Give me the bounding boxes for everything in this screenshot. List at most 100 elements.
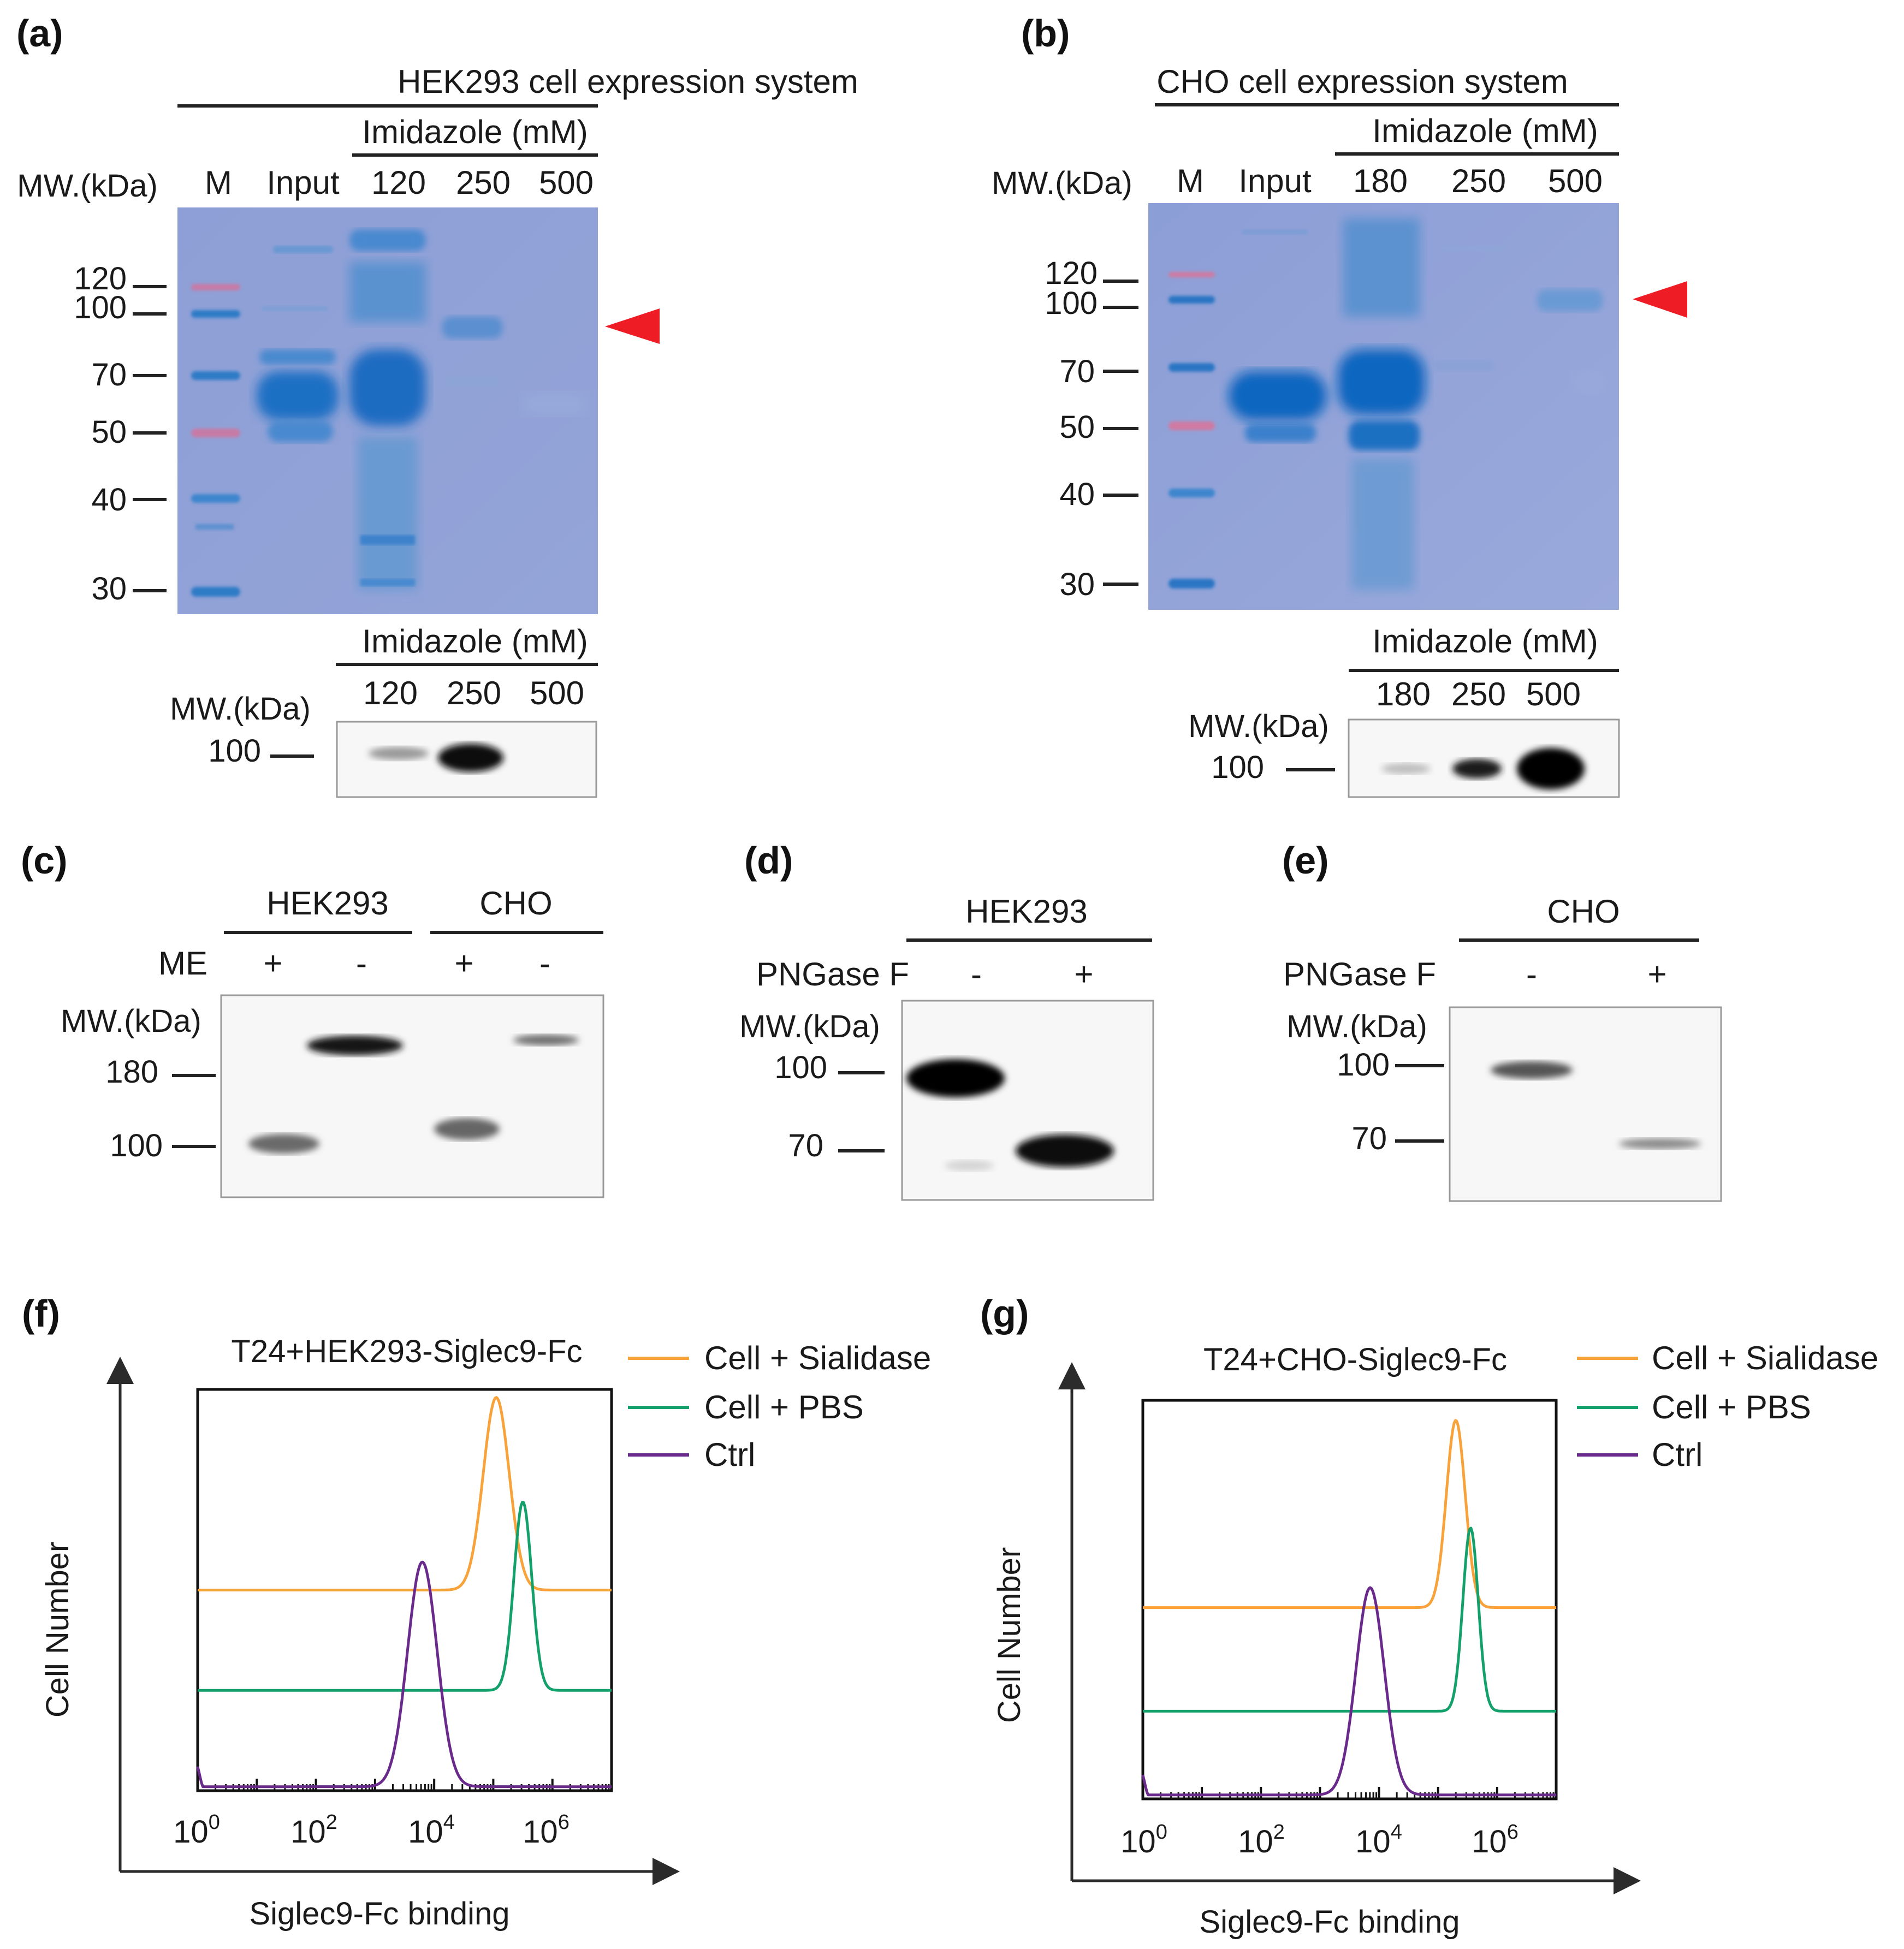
panel-a-lane-label: 250 bbox=[456, 164, 511, 201]
panel-a-marker: 120 bbox=[74, 261, 127, 296]
panel-b-lane-label: M bbox=[1177, 163, 1204, 199]
panel-e-row-label: PNGase F bbox=[1283, 956, 1436, 993]
panel-b-mw-markers: 120 100 70 50 40 30 bbox=[1045, 255, 1138, 602]
panel-b-tag: (b) bbox=[1021, 12, 1070, 55]
panel-b-gel bbox=[1148, 203, 1619, 610]
panel-f-tag: (f) bbox=[22, 1292, 60, 1335]
panel-c-sign: + bbox=[454, 945, 473, 982]
panel-f-series-cell-sialidase bbox=[197, 1396, 612, 1591]
panel-g-tick-label: 102 bbox=[1238, 1821, 1285, 1859]
panel-b-marker: 50 bbox=[1059, 409, 1095, 445]
panel-b-title: CHO cell expression system bbox=[1156, 63, 1568, 100]
panel-a-mw-label: MW.(kDa) bbox=[17, 168, 158, 204]
panel-c-sign: - bbox=[356, 945, 367, 982]
panel-d-marker: 100 bbox=[774, 1050, 827, 1085]
panel-a: (a) HEK293 cell expression system Imidaz… bbox=[16, 12, 858, 798]
panel-f-tick-label: 104 bbox=[408, 1811, 455, 1850]
panel-d-marker: 70 bbox=[788, 1128, 823, 1163]
panel-a-gel bbox=[177, 207, 598, 614]
panel-a-wb-mw-label: MW.(kDa) bbox=[170, 691, 311, 727]
panel-b: (b) CHO cell expression system Imidazole… bbox=[992, 12, 1687, 798]
panel-a-marker: 30 bbox=[91, 571, 127, 607]
panel-f-ylabel: Cell Number bbox=[40, 1542, 75, 1718]
panel-b-lane-label: Input bbox=[1238, 163, 1312, 199]
panel-b-marker: 100 bbox=[1045, 286, 1098, 321]
panel-d-tag: (d) bbox=[744, 839, 793, 882]
panel-f-xlabel: Siglec9-Fc binding bbox=[249, 1896, 509, 1932]
panel-d-sign: - bbox=[971, 956, 982, 993]
panel-f-title: T24+HEK293-Siglec9-Fc bbox=[231, 1334, 582, 1369]
panel-f-tick-labels: 100 102 104 106 bbox=[173, 1811, 570, 1850]
panel-e-mw-label: MW.(kDa) bbox=[1286, 1009, 1427, 1044]
panel-g-series-ctrl bbox=[1141, 1586, 1557, 1797]
panel-b-wb-lane-label: 250 bbox=[1451, 676, 1506, 712]
panel-a-lane-label: 500 bbox=[539, 164, 594, 201]
panel-c-marker: 180 bbox=[105, 1054, 158, 1090]
panel-a-marker: 40 bbox=[91, 482, 127, 518]
panel-f-series bbox=[196, 1396, 612, 1788]
panel-g-tick-label: 106 bbox=[1472, 1821, 1519, 1859]
panel-a-lane-label: Input bbox=[266, 164, 340, 201]
panel-g-title: T24+CHO-Siglec9-Fc bbox=[1203, 1342, 1507, 1377]
panel-d-blot bbox=[901, 1000, 1154, 1201]
panel-b-marker: 40 bbox=[1059, 477, 1095, 512]
panel-a-wb-lane-label: 500 bbox=[530, 675, 584, 711]
panel-g-tick-labels: 100 102 104 106 bbox=[1120, 1821, 1519, 1859]
panel-a-tag: (a) bbox=[16, 12, 63, 55]
panel-c-sign: + bbox=[263, 945, 282, 982]
panel-b-wb-lane-label: 500 bbox=[1526, 676, 1581, 712]
panel-d-sign: + bbox=[1074, 956, 1093, 993]
panel-b-wb-blot bbox=[1348, 718, 1620, 798]
panel-c-marker: 100 bbox=[110, 1128, 163, 1163]
panel-g-series-cell-pbs bbox=[1142, 1526, 1557, 1713]
panel-g-series-cell-sialidase bbox=[1142, 1419, 1557, 1609]
panel-g-series bbox=[1141, 1419, 1557, 1797]
panel-b-wb-marker: 100 bbox=[1211, 750, 1264, 785]
panel-a-marker: 100 bbox=[74, 290, 127, 325]
panel-e-sign: + bbox=[1647, 956, 1666, 993]
legend-label: Cell + PBS bbox=[1652, 1389, 1811, 1425]
panel-b-target-arrow bbox=[1633, 281, 1687, 318]
panel-b-lane-label: 180 bbox=[1353, 163, 1408, 199]
panel-a-imidazole-label: Imidazole (mM) bbox=[362, 114, 588, 150]
panel-g-x-ticks bbox=[1142, 1787, 1555, 1799]
panel-g-tag: (g) bbox=[980, 1292, 1029, 1335]
panel-b-wb-mw-label: MW.(kDa) bbox=[1188, 709, 1329, 744]
panel-b-lane-label: 250 bbox=[1451, 163, 1506, 199]
panel-a-lane-label: M bbox=[205, 164, 232, 201]
panel-g: (g) T24+CHO-Siglec9-Fc Cell Number Sigle… bbox=[980, 1292, 1878, 1940]
panel-c: (c) HEK293 CHO ME + - + - MW.(kDa) 180 1… bbox=[21, 839, 604, 1198]
panel-b-marker: 30 bbox=[1059, 567, 1095, 602]
panel-c-group-label: CHO bbox=[479, 885, 552, 922]
panel-a-title: HEK293 cell expression system bbox=[398, 63, 858, 100]
panel-b-marker: 120 bbox=[1045, 255, 1098, 291]
legend-label: Ctrl bbox=[704, 1436, 755, 1473]
panel-a-wb-marker: 100 bbox=[208, 733, 261, 769]
panel-b-marker: 70 bbox=[1059, 354, 1095, 389]
panel-a-marker: 70 bbox=[91, 357, 127, 393]
panel-g-plot-frame bbox=[1141, 1399, 1558, 1801]
panel-e: (e) CHO PNGase F - + MW.(kDa) 100 70 bbox=[1282, 839, 1722, 1202]
legend-label: Cell + PBS bbox=[704, 1389, 864, 1425]
panel-g-tick-label: 104 bbox=[1355, 1821, 1402, 1859]
panel-f-x-ticks bbox=[197, 1779, 610, 1791]
panel-f-tick-label: 106 bbox=[523, 1811, 570, 1850]
panel-b-wb-lane-label: 180 bbox=[1376, 676, 1431, 712]
panel-e-blot bbox=[1449, 1006, 1722, 1202]
panel-a-mw-markers: 120 100 70 50 40 30 bbox=[74, 261, 167, 607]
panel-a-marker: 50 bbox=[91, 414, 127, 450]
panel-f-series-ctrl bbox=[196, 1560, 612, 1788]
panel-a-wb-lane-label: 120 bbox=[363, 675, 418, 711]
panel-f: (f) T24+HEK293-Siglec9-Fc Cell Number Si… bbox=[22, 1292, 931, 1932]
panel-a-wb-blot bbox=[336, 721, 597, 798]
panel-d: (d) HEK293 PNGase F - + MW.(kDa) 100 70 bbox=[739, 839, 1154, 1201]
panel-e-group-label: CHO bbox=[1547, 893, 1620, 930]
panel-b-imidazole-label: Imidazole (mM) bbox=[1372, 112, 1598, 149]
panel-c-sign: - bbox=[539, 945, 550, 982]
panel-g-xlabel: Siglec9-Fc binding bbox=[1199, 1904, 1460, 1940]
panel-f-tick-label: 102 bbox=[290, 1811, 337, 1850]
panel-a-lane-label: 120 bbox=[371, 164, 426, 201]
panel-d-group-label: HEK293 bbox=[965, 893, 1087, 930]
panel-f-tick-label: 100 bbox=[173, 1811, 220, 1850]
